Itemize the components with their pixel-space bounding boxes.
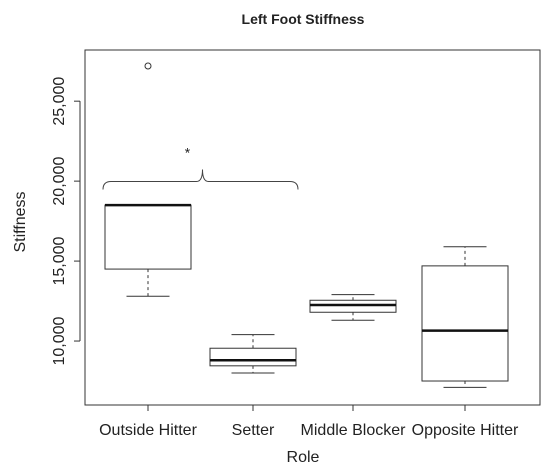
- x-tick-label: Outside Hitter: [99, 422, 197, 439]
- x-tick-label: Middle Blocker: [301, 422, 407, 439]
- box-iqr: [209, 347, 297, 367]
- chart-title: Left Foot Stiffness: [242, 11, 365, 27]
- y-axis: 10,000 15,000 20,000 25,000: [51, 77, 81, 366]
- plot-frame: [84, 49, 541, 406]
- y-axis-label: Stiffness: [12, 191, 29, 252]
- annotation-group: *: [102, 145, 299, 190]
- y-tick-label: 10,000: [51, 316, 68, 365]
- box-setter: [209, 334, 297, 374]
- y-tick-label: 15,000: [51, 237, 68, 286]
- x-tick-label: Opposite Hitter: [412, 422, 519, 439]
- box-iqr: [104, 204, 192, 270]
- box-outside-hitter: [104, 62, 192, 297]
- significance-asterisk: *: [185, 145, 191, 161]
- boxes-group: [104, 62, 509, 388]
- x-axis: Outside Hitter Setter Middle Blocker Opposi…: [99, 405, 519, 439]
- outlier-point: [144, 62, 152, 70]
- x-tick-label: Setter: [232, 422, 275, 439]
- significance-bracket: [102, 169, 299, 190]
- y-tick-label: 25,000: [51, 77, 68, 126]
- y-tick-label: 20,000: [51, 157, 68, 206]
- box-iqr: [421, 265, 509, 382]
- box-middle-blocker: [309, 294, 397, 321]
- box-opposite-hitter: [421, 246, 509, 388]
- x-axis-label: Role: [287, 449, 320, 466]
